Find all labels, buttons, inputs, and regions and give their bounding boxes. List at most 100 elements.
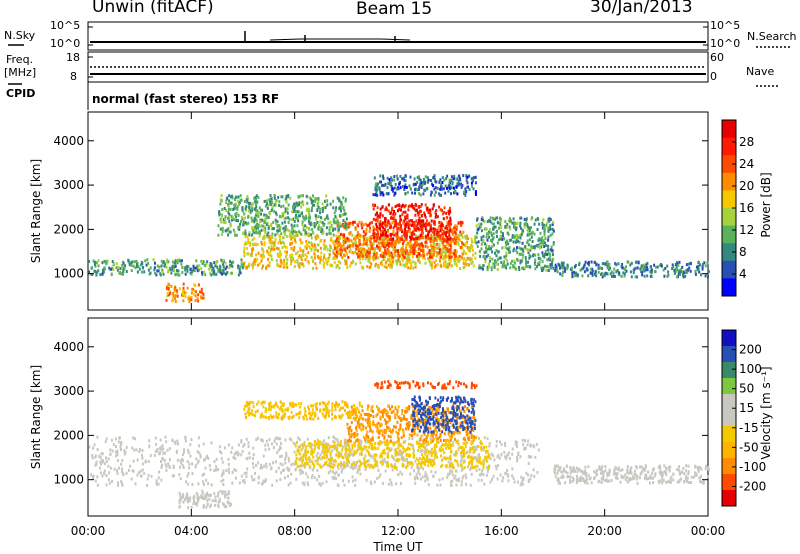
heatmap-cell-0 (344, 438, 347, 442)
heatmap-cell-0 (116, 459, 119, 463)
heatmap-cell-6 (194, 299, 197, 302)
heatmap-cell-2 (445, 216, 448, 220)
heatmap-cell-2 (409, 237, 412, 241)
heatmap-cell-0 (516, 455, 518, 459)
heatmap-cell-2 (410, 204, 413, 208)
heatmap-cell-0 (184, 439, 187, 443)
heatmap-cell-0 (176, 458, 179, 462)
heatmap-cell-1 (391, 245, 394, 249)
heatmap-cell-0 (201, 473, 204, 477)
heatmap-cell-0 (427, 257, 430, 261)
heatmap-cell-2 (412, 206, 415, 210)
heatmap-cell-0 (374, 264, 377, 268)
heatmap-cell-2 (427, 222, 430, 226)
heatmap-cell-0 (333, 261, 336, 265)
heatmap-cell-0 (461, 235, 464, 239)
heatmap-cell-4 (441, 181, 444, 184)
heatmap-cell-3 (278, 229, 281, 233)
heatmap-cell-4 (426, 176, 429, 180)
heatmap-cell-1 (307, 462, 309, 466)
heatmap-cell-1 (334, 460, 337, 464)
heatmap-cell-0 (381, 440, 384, 444)
heatmap-cell-2 (432, 204, 435, 208)
heatmap-cell-5 (214, 261, 217, 265)
heatmap-cell-0 (328, 255, 331, 259)
heatmap-cell-1 (394, 240, 397, 244)
heatmap-cell-0 (261, 466, 264, 469)
heatmap-cell-3 (236, 195, 238, 199)
heatmap-cell-8 (634, 275, 637, 279)
heatmap-cell-7 (547, 229, 550, 233)
heatmap-cell-1 (443, 237, 445, 241)
heatmap-cell-1 (433, 249, 436, 253)
heatmap-cell-3 (273, 203, 276, 207)
heatmap-cell-3 (343, 208, 346, 212)
heatmap-cell-0 (427, 451, 430, 455)
heatmap-cell-0 (254, 471, 256, 475)
heatmap-cell-3 (342, 212, 345, 216)
heatmap-cell-1 (398, 444, 401, 448)
heatmap-cell-2 (399, 218, 402, 222)
heatmap-cell-0 (261, 248, 264, 252)
heatmap-cell-1 (320, 442, 323, 446)
heatmap-cell-5 (213, 270, 216, 274)
heatmap-cell-0 (457, 243, 460, 247)
heatmap-cell-0 (121, 482, 123, 486)
heatmap-cell-4 (422, 192, 425, 196)
heatmap-cell-1 (338, 242, 341, 246)
heatmap-cell-0 (263, 464, 266, 468)
heatmap-cell-0 (408, 437, 411, 441)
heatmap-cell-8 (589, 271, 592, 275)
heatmap-cell-3 (344, 212, 346, 216)
heatmap-cell-0 (442, 257, 445, 261)
heatmap-cell-0 (385, 265, 388, 269)
heatmap-cell-1 (383, 440, 386, 444)
heatmap-cell-3 (298, 201, 301, 205)
heatmap-cell-1 (452, 466, 455, 470)
heatmap-cell-0 (243, 246, 246, 250)
heatmap-cell-4 (393, 186, 396, 190)
heatmap-cell-8 (593, 261, 596, 264)
heatmap-cell-0 (264, 479, 267, 483)
heatmap-cell-3 (313, 225, 316, 229)
heatmap-cell-2 (403, 229, 406, 233)
heatmap-cell-0 (471, 260, 474, 264)
heatmap-cell-0 (311, 443, 314, 447)
heatmap-cell-5 (147, 261, 150, 265)
heatmap-cell-7 (508, 225, 511, 229)
heatmap-cell-0 (470, 257, 473, 261)
heatmap-cell-2 (379, 236, 381, 240)
heatmap-cell-0 (450, 238, 453, 241)
heatmap-cell-0 (298, 438, 301, 442)
heatmap-cell-5 (175, 269, 178, 272)
heatmap-cell-0 (455, 478, 458, 482)
heatmap-cell-2 (449, 206, 451, 210)
heatmap-cell-3 (338, 206, 341, 210)
heatmap-cell-0 (454, 469, 457, 473)
heatmap-cell-2 (382, 226, 385, 230)
heatmap-cell-4 (453, 174, 456, 178)
heatmap-cell-1 (397, 458, 399, 462)
heatmap-cell-7 (529, 255, 532, 258)
heatmap-cell-1 (404, 251, 407, 255)
heatmap-cell-1 (396, 440, 399, 444)
heatmap-cell-3 (224, 229, 227, 233)
heatmap-cell-1 (473, 449, 476, 452)
heatmap-cell-0 (354, 262, 357, 266)
heatmap-cell-1 (362, 235, 365, 238)
heatmap-cell-0 (93, 443, 96, 447)
heatmap-cell-0 (453, 476, 456, 480)
heatmap-cell-1 (397, 451, 400, 455)
heatmap-cell-7 (487, 247, 490, 251)
heatmap-cell-1 (319, 465, 322, 469)
heatmap-cell-7 (552, 253, 554, 257)
heatmap-cell-7 (545, 268, 548, 272)
heatmap-cell-5 (208, 267, 211, 271)
heatmap-cell-1 (482, 459, 485, 463)
heatmap-cell-8 (622, 266, 625, 270)
heatmap-cell-1 (343, 248, 346, 252)
heatmap-cell-8 (671, 267, 674, 270)
heatmap-cell-0 (164, 462, 167, 466)
heatmap-cell-5 (103, 267, 106, 271)
heatmap-cell-2 (443, 231, 446, 235)
